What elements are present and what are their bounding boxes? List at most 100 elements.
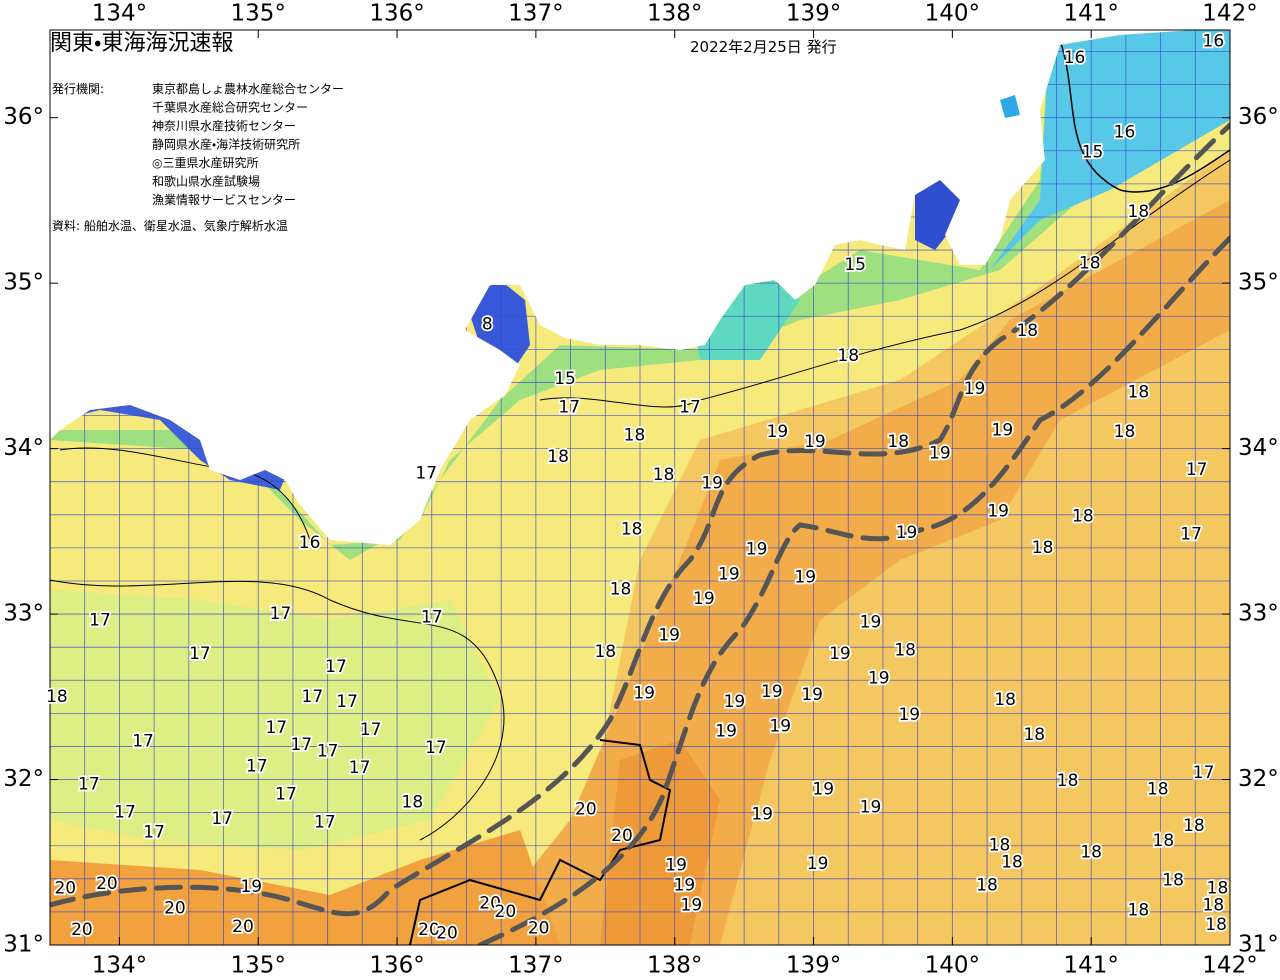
temperature-label: 15 [1082, 142, 1104, 162]
lat-tick-label: 33° [3, 601, 44, 627]
temperature-label: 17 [189, 644, 211, 664]
temperature-label: 18 [1080, 842, 1102, 862]
islands [225, 95, 1020, 420]
lon-tick-label: 135° [231, 1, 286, 27]
temperature-label: 18 [1128, 900, 1150, 920]
temperature-label: 19 [761, 682, 783, 702]
lon-tick-label: 142° [1202, 953, 1257, 979]
lon-tick-label: 138° [647, 953, 702, 979]
temperature-label: 17 [290, 735, 312, 755]
temperature-label: 20 [54, 879, 76, 899]
temperature-label: 19 [674, 875, 696, 895]
temperature-label: 20 [611, 826, 633, 846]
kuroshio-boundary [50, 122, 1230, 917]
temperature-label: 17 [114, 803, 136, 823]
temperature-label: 17 [314, 813, 336, 833]
temperature-label: 15 [554, 369, 576, 389]
temperature-label: 19 [658, 626, 680, 646]
lon-tick-label: 142° [1202, 1, 1257, 27]
lon-tick-label: 135° [231, 953, 286, 979]
lon-tick-label: 140° [925, 953, 980, 979]
ise-bay [465, 280, 530, 375]
isotherm [50, 579, 505, 841]
temperature-label: 18 [653, 465, 675, 485]
temperature-label: 18 [1023, 725, 1045, 745]
issuer: ◎三重県水産研究所 [152, 156, 258, 170]
temperature-label: 19 [992, 420, 1014, 440]
temperature-label: 17 [421, 607, 443, 627]
temperature-label: 20 [575, 799, 597, 819]
temperature-label: 18 [1203, 895, 1225, 915]
lake [1000, 95, 1020, 118]
axes: 134° 134° 135° 135° 136° 136° 137° 137° 138° 138°… [3, 1, 1279, 979]
temperature-label: 19 [665, 856, 687, 876]
temperature-label: 18 [1153, 831, 1175, 851]
lon-tick-label: 134° [92, 1, 147, 27]
temperature-label: 19 [964, 379, 986, 399]
temperature-label: 19 [240, 877, 262, 897]
issuer: 東京都島しょ農林水産総合センター [152, 81, 344, 96]
temperature-label: 18 [624, 425, 646, 445]
temperature-label: 19 [860, 798, 882, 818]
issuer: 静岡県水産・海洋技術研究所 [152, 137, 300, 152]
lat-tick-label: 36° [3, 104, 44, 130]
kanto-cold [990, 30, 1230, 270]
lon-tick-label: 134° [92, 953, 147, 979]
temperature-label: 19 [769, 717, 791, 737]
lat-tick-label: 34° [1238, 435, 1279, 461]
temperature-label: 19 [693, 589, 715, 609]
temperature-label: 18 [46, 687, 68, 707]
lat-tick-label: 35° [1238, 270, 1279, 296]
temperature-label: 19 [829, 644, 851, 664]
temperature-label: 17 [1193, 763, 1215, 783]
temperature-label: 17 [325, 657, 347, 677]
temperature-label: 18 [989, 836, 1011, 856]
temperature-label: 15 [844, 255, 866, 275]
issuer-label: 発行機関: [52, 82, 104, 96]
temperature-label: 18 [1016, 321, 1038, 341]
temperature-label: 19 [794, 568, 816, 588]
temperature-label: 18 [1147, 779, 1169, 799]
lon-tick-label: 141° [1063, 953, 1118, 979]
temperature-label: 19 [860, 612, 882, 632]
awaji-island [225, 360, 262, 420]
lon-tick-label: 141° [1063, 1, 1118, 27]
temperature-label: 16 [1203, 32, 1225, 52]
temperature-label: 17 [1186, 460, 1208, 480]
temperature-label: 19 [724, 692, 746, 712]
temperature-label: 18 [1032, 538, 1054, 558]
temperature-label: 19 [987, 501, 1009, 521]
temperature-label: 18 [837, 346, 859, 366]
warm-core [600, 740, 720, 945]
temperature-label: 19 [715, 722, 737, 742]
temperature-label: 17 [246, 756, 268, 776]
temperature-label: 17 [425, 738, 447, 758]
kuroshio-axis [477, 235, 1230, 945]
temperature-label: 18 [994, 690, 1016, 710]
temperature-label: 19 [801, 685, 823, 705]
temperature-label: 19 [718, 564, 740, 584]
temperature-label: 19 [746, 540, 768, 560]
temperature-label: 17 [265, 718, 287, 738]
temperature-label: 20 [96, 874, 118, 894]
temperature-label: 20 [479, 894, 501, 914]
map-frame [49, 29, 1231, 946]
temperature-label: 18 [1079, 253, 1101, 273]
temperature-label: 20 [71, 920, 93, 940]
temperature-label: 20 [418, 920, 440, 940]
temperature-label: 18 [610, 579, 632, 599]
lon-tick-label: 137° [508, 953, 563, 979]
temperature-label: 18 [1162, 870, 1184, 890]
isotherm [1059, 39, 1230, 193]
temperature-label: 17 [349, 758, 371, 778]
temperature-label: 17 [679, 397, 701, 417]
temperature-label: 18 [621, 520, 643, 540]
temperature-label: 19 [929, 444, 951, 464]
temperature-label: 8 [482, 315, 493, 335]
temperature-label: 18 [1128, 202, 1150, 222]
lat-tick-label: 31° [3, 932, 44, 958]
temperature-label: 19 [633, 683, 655, 703]
temperature-label: 17 [360, 720, 382, 740]
south-warm-strip [50, 830, 560, 945]
temperature-label: 18 [402, 793, 424, 813]
